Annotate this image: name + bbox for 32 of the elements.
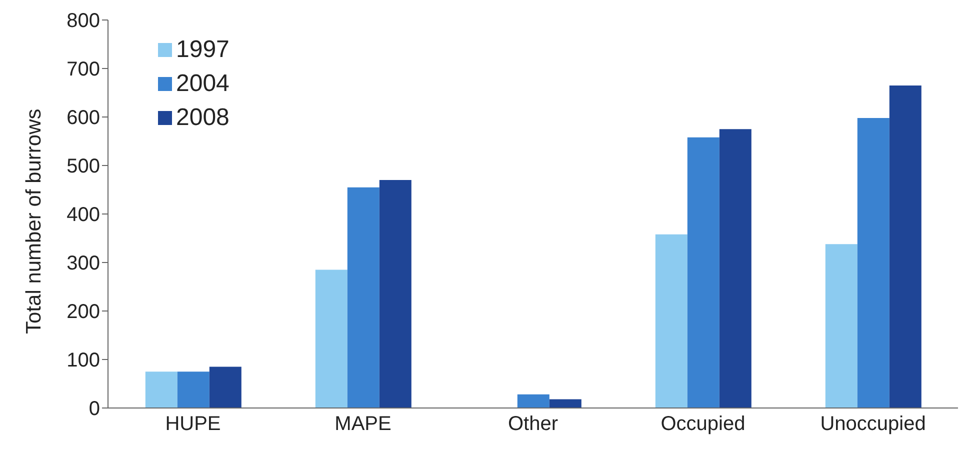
bar xyxy=(145,372,178,408)
bar xyxy=(825,244,858,408)
y-axis-title: Total number of burrows xyxy=(22,108,46,334)
x-tick-label: MAPE xyxy=(334,413,392,436)
y-tick-label: 300 xyxy=(66,252,100,275)
y-tick-label: 500 xyxy=(66,156,100,178)
x-tick-label: Unoccupied xyxy=(820,413,926,436)
bar xyxy=(549,399,582,408)
y-tick-label: 700 xyxy=(66,58,100,81)
bar xyxy=(177,372,210,408)
bar xyxy=(655,234,688,408)
bar xyxy=(719,129,752,408)
x-tick-label: Other xyxy=(508,413,558,436)
bar xyxy=(857,118,890,408)
y-tick-label: 100 xyxy=(66,350,100,372)
x-tick-label: HUPE xyxy=(165,413,221,436)
legend-label: 1997 xyxy=(176,35,230,65)
bar xyxy=(379,180,412,408)
y-tick-label: 200 xyxy=(66,301,100,324)
bar xyxy=(687,137,720,408)
bar xyxy=(315,270,348,408)
bar xyxy=(517,394,550,408)
legend-label: 2004 xyxy=(176,69,230,99)
x-tick-label: Occupied xyxy=(660,413,746,436)
y-tick-label: 800 xyxy=(66,10,100,32)
y-tick-label: 600 xyxy=(66,107,100,130)
y-tick-label: 400 xyxy=(66,204,100,226)
legend-label: 2008 xyxy=(176,103,230,133)
y-tick-label: 0 xyxy=(88,398,100,420)
bar xyxy=(889,85,922,408)
bar xyxy=(209,366,242,408)
bar xyxy=(347,187,380,408)
